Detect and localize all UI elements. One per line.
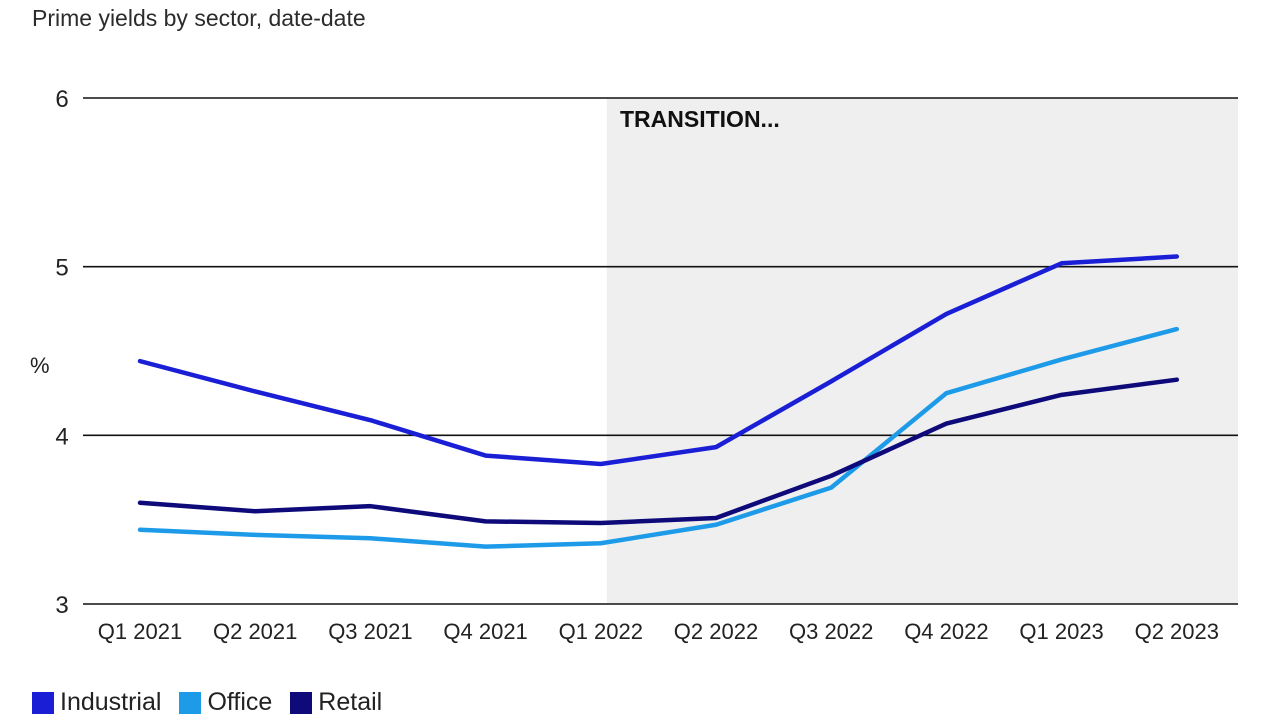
legend-label: Retail <box>318 688 383 716</box>
legend-item-industrial: Industrial <box>32 688 161 717</box>
legend-swatch <box>179 691 202 714</box>
series-line-office <box>137 326 1180 549</box>
legend-item-retail: Retail <box>290 688 382 717</box>
legend: Industrial Office Retail <box>32 688 390 717</box>
y-tick-label: 4 <box>55 423 68 450</box>
y-axis-ticks: 3 4 5 6 <box>55 86 68 619</box>
x-tick-label: Q2 2023 <box>1135 619 1219 644</box>
x-tick-label: Q1 2022 <box>559 619 643 644</box>
legend-label: Office <box>207 688 273 716</box>
series-line-industrial <box>137 254 1180 467</box>
legend-swatch <box>32 691 54 714</box>
x-tick-label: Q2 2021 <box>213 619 297 644</box>
y-axis-label: % <box>30 353 50 378</box>
x-tick-label: Q4 2022 <box>904 619 988 644</box>
x-tick-label: Q4 2021 <box>443 619 527 644</box>
gridlines <box>83 97 1238 605</box>
y-tick-label: 6 <box>55 86 68 113</box>
x-axis-ticks: Q1 2021 Q2 2021 Q3 2021 Q4 2021 Q1 2022 Q2 20… <box>98 619 1219 644</box>
x-tick-label: Q3 2021 <box>328 619 412 644</box>
legend-swatch <box>290 691 313 714</box>
legend-item-office: Office <box>179 688 272 717</box>
series-line-retail <box>137 377 1180 526</box>
transition-label: TRANSITION... <box>620 106 780 132</box>
line-chart: 3 4 5 6 Q1 2021 Q2 2021 Q3 2021 Q4 2021 Q1 2022… <box>30 86 1238 644</box>
series-lines <box>137 254 1180 549</box>
x-tick-label: Q1 2023 <box>1019 619 1103 644</box>
y-tick-label: 5 <box>55 255 68 282</box>
y-tick-label: 3 <box>55 592 68 619</box>
chart-subtitle: Prime yields by sector, date-date <box>32 5 366 31</box>
x-tick-label: Q3 2022 <box>789 619 873 644</box>
legend-label: Industrial <box>60 688 162 716</box>
x-tick-label: Q1 2021 <box>98 619 182 644</box>
x-tick-label: Q2 2022 <box>674 619 758 644</box>
